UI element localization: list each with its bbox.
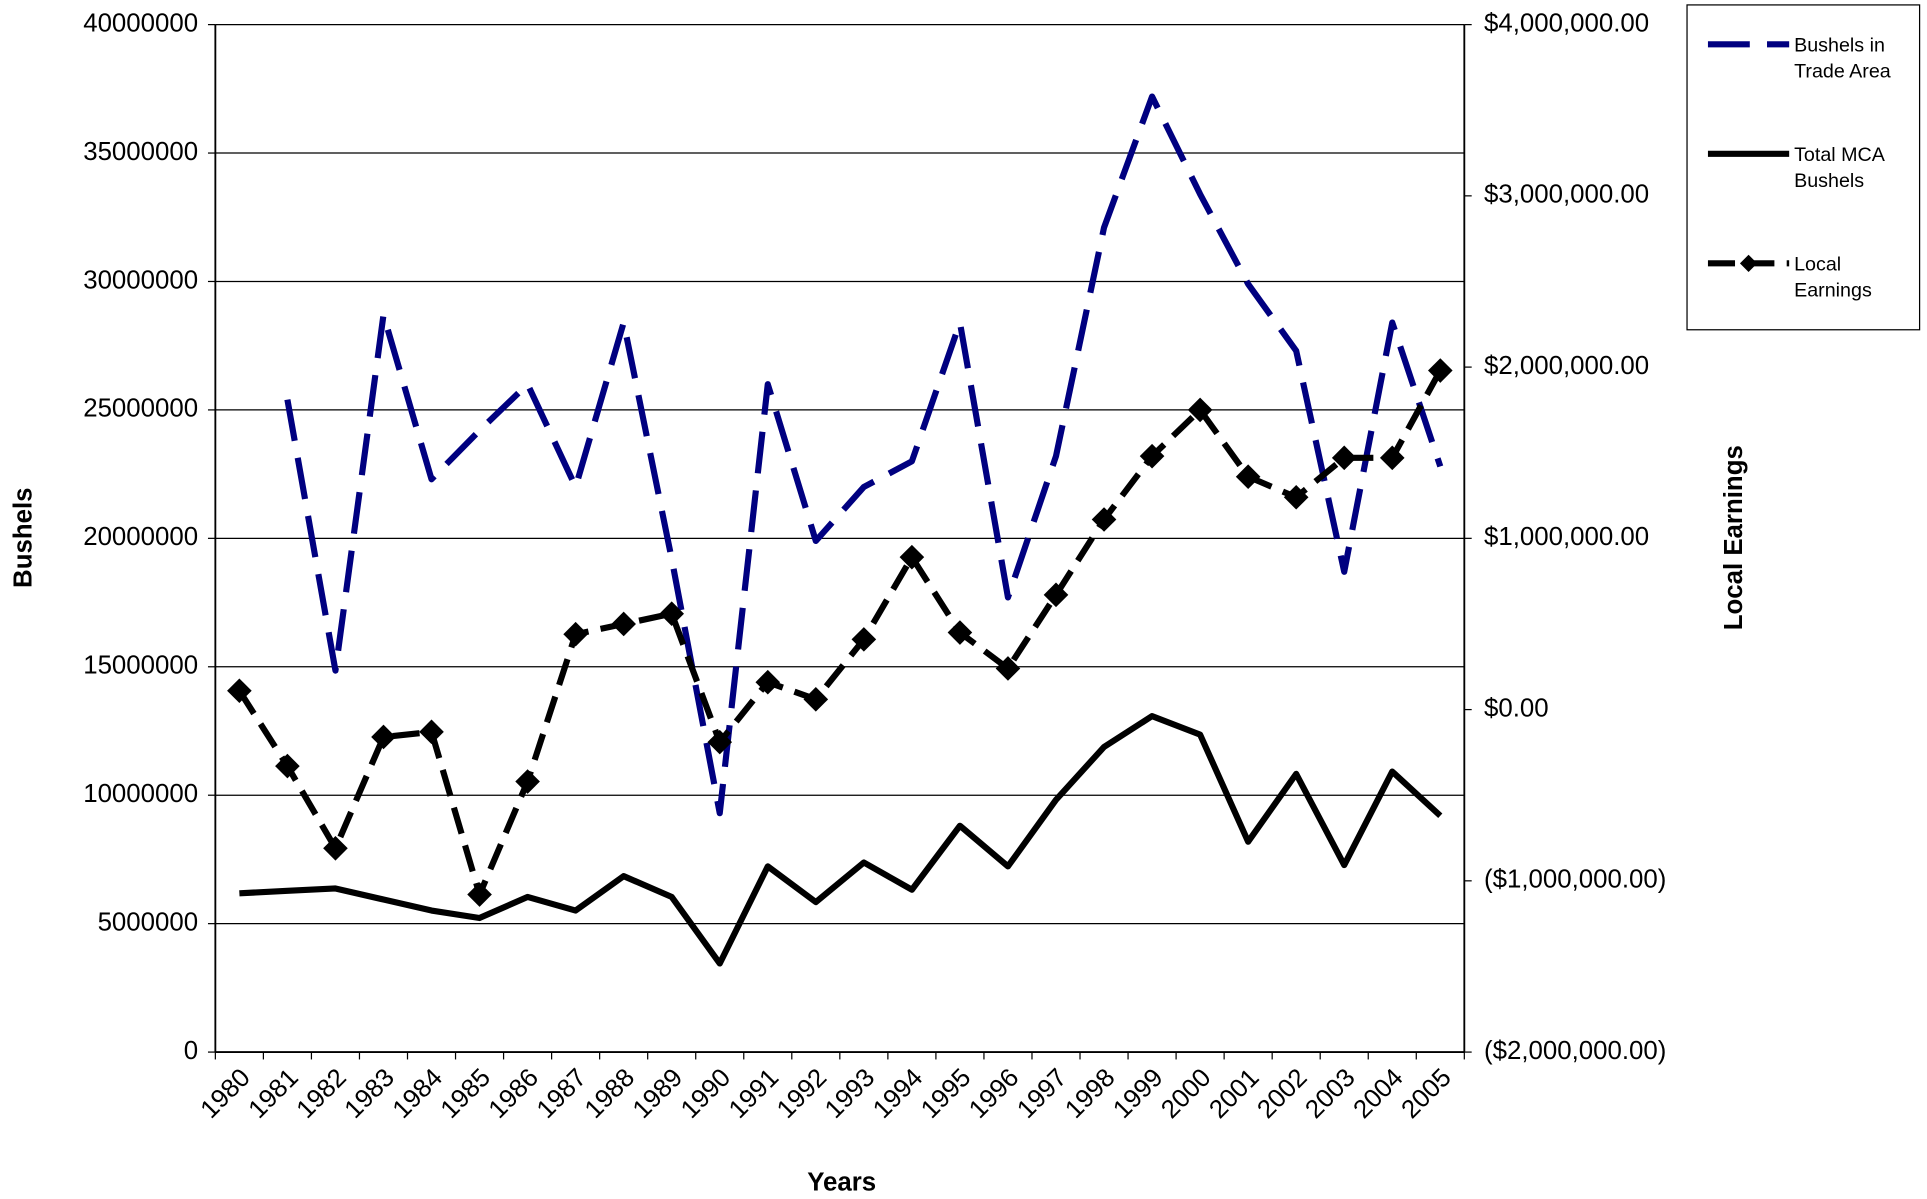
- y2-tick-label: $0.00: [1484, 694, 1549, 722]
- x-tick-label: 1994: [868, 1063, 928, 1123]
- x-tick-label: 2002: [1252, 1063, 1312, 1123]
- x-tick-label: 2005: [1396, 1063, 1456, 1123]
- marker: [1043, 582, 1069, 608]
- x-tick-label: 1996: [964, 1063, 1024, 1123]
- legend-label: Total MCA Bushels: [1794, 145, 1884, 192]
- marker: [419, 719, 444, 745]
- y2-tick-label: $1,000,000.00: [1484, 523, 1649, 551]
- series-line: [284, 93, 1444, 817]
- marker: [947, 620, 973, 645]
- y2-tick-label: $4,000,000.00: [1484, 9, 1649, 37]
- marker: [467, 882, 492, 907]
- marker: [707, 729, 733, 755]
- x-tick-label: 1986: [484, 1063, 544, 1123]
- x-tick-label: 1988: [580, 1063, 640, 1123]
- x-tick-label: 1992: [772, 1063, 832, 1123]
- y-tick-label: 30000000: [83, 266, 198, 294]
- legend-label: Local Earnings: [1794, 254, 1872, 302]
- marker: [371, 724, 396, 750]
- series-line: [236, 369, 1443, 898]
- y2-tick-label: ($1,000,000.00): [1484, 866, 1666, 894]
- legend-marker: [1739, 254, 1758, 272]
- legend-label-box: Bushels in Trade Area: [1794, 35, 1891, 83]
- x-tick-label: 1993: [820, 1063, 880, 1123]
- marker: [1283, 484, 1309, 510]
- y-axis-title: Bushels: [9, 487, 37, 587]
- marker: [803, 687, 829, 712]
- x-tick-label: 2001: [1204, 1063, 1264, 1123]
- y-tick-label: 40000000: [83, 9, 198, 37]
- x-tick-label: 1981: [243, 1063, 303, 1123]
- marker: [851, 627, 877, 652]
- x-tick-label: 1982: [291, 1063, 351, 1123]
- x-tick-label: 1984: [388, 1063, 448, 1123]
- x-tick-label: 1995: [916, 1063, 976, 1123]
- marker: [899, 544, 925, 570]
- y-tick-label: 35000000: [83, 138, 198, 166]
- marker: [563, 621, 588, 647]
- x-tick-label: 1990: [676, 1063, 736, 1123]
- series-line: [239, 713, 1443, 967]
- marker: [659, 601, 685, 626]
- x-tick-label: 2000: [1156, 1063, 1216, 1123]
- x-tick-label: 1987: [532, 1063, 592, 1123]
- y-tick-label: 15000000: [83, 652, 198, 680]
- y-tick-label: 20000000: [83, 523, 198, 551]
- marker: [275, 753, 300, 779]
- y2-tick-label: $3,000,000.00: [1484, 181, 1649, 209]
- legend-label-box: Total MCA Bushels: [1794, 145, 1884, 192]
- marker: [611, 611, 636, 637]
- x-axis-title: Years: [807, 1169, 876, 1197]
- marker: [515, 769, 540, 794]
- x-tick-label: 1997: [1012, 1063, 1072, 1123]
- marker: [995, 656, 1021, 681]
- marker: [323, 835, 348, 861]
- x-tick-label: 1985: [436, 1063, 496, 1123]
- x-tick-label: 1991: [724, 1063, 784, 1123]
- marker: [1427, 358, 1453, 383]
- y-tick-label: 5000000: [98, 908, 199, 936]
- y2-tick-label: $2,000,000.00: [1484, 352, 1649, 380]
- marker: [755, 669, 781, 695]
- legend-box: [1686, 4, 1921, 331]
- legend-label-box: Local Earnings: [1794, 254, 1872, 302]
- y2-axis-title: Local Earnings: [1720, 445, 1748, 630]
- y-tick-label: 0: [184, 1037, 198, 1065]
- y-tick-label: 10000000: [83, 780, 198, 808]
- x-tick-label: 2004: [1348, 1063, 1408, 1123]
- x-tick-label: 1980: [195, 1063, 255, 1123]
- y2-tick-label: ($2,000,000.00): [1484, 1037, 1666, 1065]
- x-tick-label: 1983: [340, 1063, 400, 1123]
- legend-label: Bushels in Trade Area: [1794, 35, 1891, 83]
- y-tick-label: 25000000: [83, 395, 198, 423]
- marker: [1379, 445, 1405, 471]
- x-tick-label: 1999: [1108, 1063, 1168, 1123]
- x-tick-label: 2003: [1300, 1063, 1360, 1123]
- marker: [1235, 464, 1261, 490]
- x-tick-label: 1998: [1060, 1063, 1120, 1123]
- x-tick-label: 1989: [628, 1063, 688, 1123]
